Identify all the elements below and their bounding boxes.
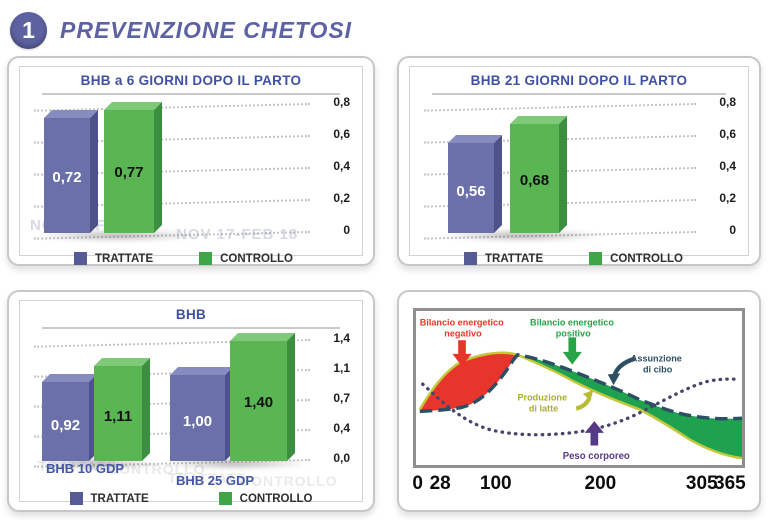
diagram-x-axis: 0 28 100 200 305 365: [412, 473, 745, 499]
feed-intake-label: Assunzione di cibo: [631, 354, 685, 375]
bar-value-label: 0,92: [50, 416, 81, 434]
panel-bhb-6-days: BHB a 6 GIORNI DOPO IL PARTO 0,8 0,6 0,4 0,…: [7, 56, 375, 266]
feed-intake-arrowhead-icon: [607, 373, 621, 386]
x-axis-tick-label: 200: [584, 473, 617, 494]
bar-value-label: 0,68: [519, 171, 550, 189]
bar-controllo: 1,40: [230, 341, 287, 461]
legend-bhb-gdp: TRATTATE CONTROLLO: [28, 492, 354, 505]
bar-chart-bhb-gdp: 1,4 1,1 0,7 0,4 0,0 TRATTATE CONTROLLO TRATTATE…: [28, 331, 354, 489]
category-label: BHB 25 GDP: [176, 473, 255, 488]
legend-label-controllo: CONTROLLO: [220, 252, 293, 265]
lactation-curves-svg: Bilancio energetico negativo Bilancio en…: [418, 318, 742, 462]
control-swatch-icon: [218, 492, 232, 505]
milk-production-label: Produzione di latte: [517, 393, 569, 414]
legend-bhb6: TRATTATE CONTROLLO: [28, 252, 354, 265]
feed-intake-arrow-icon: [612, 356, 636, 377]
lactation-diagram: Bilancio energetico negativo Bilancio en…: [413, 308, 745, 468]
legend-label-trattate: TRATTATE: [90, 492, 149, 505]
y-axis-tick-label: 0,6: [333, 127, 350, 141]
bar-value-label: 1,40: [243, 393, 274, 411]
y-axis-tick-label: 0,2: [333, 191, 350, 205]
page-header: 1 PREVENZIONE CHETOSI: [0, 0, 768, 56]
milk-production-arrow-icon: [575, 396, 592, 411]
panel-bhb-21-days: BHB 21 GIORNI DOPO IL PARTO 0,8 0,6 0,4 0,2…: [397, 56, 761, 266]
y-axis-tick-label: 0,4: [719, 159, 736, 173]
x-axis-tick-label: 365: [714, 473, 746, 494]
watermark-series-label: CONTROLLO: [240, 473, 338, 489]
positive-balance-arrow-icon: [562, 337, 582, 365]
legend-label-controllo: CONTROLLO: [610, 252, 683, 265]
x-axis-tick-label: 28: [429, 473, 451, 494]
feed-intake-curve: [419, 352, 742, 421]
negative-balance-arrow-icon: [452, 340, 472, 367]
x-axis-tick-label: 0: [412, 473, 423, 494]
y-axis-tick-label: 0,8: [719, 95, 736, 109]
bar-value-label: 0,56: [456, 182, 486, 200]
gridline: [424, 103, 697, 112]
bar-value-label: 0,72: [52, 168, 82, 186]
watermark-series-label: TRATTATE: [168, 470, 247, 486]
page-title: PREVENZIONE CHETOSI: [60, 16, 353, 43]
treated-swatch-icon: [464, 252, 477, 265]
bar-trattate: 0,92: [42, 382, 89, 461]
y-axis-tick-label: 1,1: [333, 361, 350, 375]
legend-label-controllo: CONTROLLO: [239, 492, 313, 505]
y-axis-tick-label: 0,4: [333, 159, 350, 173]
bar-controllo: 0,68: [510, 124, 559, 233]
y-axis-tick-label: 0,0: [333, 451, 350, 465]
y-axis-tick-label: 0,4: [333, 421, 350, 435]
legend-label-trattate: TRATTATE: [485, 252, 544, 265]
bar-value-label: 0,77: [114, 164, 144, 182]
watermark-series-label: TRATTATE: [38, 458, 117, 474]
legend-label-trattate: TRATTATE: [95, 252, 154, 265]
bar-controllo: 0,77: [104, 110, 154, 233]
bar-value-label: 1,11: [103, 407, 133, 425]
body-weight-label: Peso corporeo: [563, 451, 630, 462]
bar-trattate: 0,72: [44, 118, 90, 233]
y-axis-tick-label: 0,8: [333, 95, 350, 109]
category-label: BHB 10 GDP: [46, 461, 125, 476]
milk-production-arrowhead-icon: [582, 389, 594, 401]
treated-swatch-icon: [74, 252, 87, 265]
y-axis-tick-label: 1,4: [333, 331, 350, 345]
chart-title-bhb-gdp: BHB: [42, 307, 340, 329]
treated-swatch-icon: [69, 492, 83, 505]
panel-bhb-gdp: BHB 1,4 1,1 0,7 0,4 0,0 TRATTATE CONTROLLO TRAT…: [7, 290, 375, 512]
bar-trattate: 0,56: [448, 143, 494, 233]
control-swatch-icon: [589, 252, 603, 265]
bar-chart-bhb21: 0,8 0,6 0,4 0,2 0 0,56 0,68: [418, 95, 740, 245]
positive-balance-label: Bilancio energetico positivo: [530, 318, 616, 339]
legend-bhb21: TRATTATE CONTROLLO: [418, 252, 740, 265]
negative-balance-area: [419, 352, 518, 412]
chart-title-bhb21: BHB 21 GIORNI DOPO IL PARTO: [432, 73, 726, 95]
panels-grid: BHB a 6 GIORNI DOPO IL PARTO 0,8 0,6 0,4 0,…: [0, 56, 768, 512]
body-weight-arrow-icon: [584, 421, 604, 446]
y-axis-tick-label: 0,6: [719, 127, 736, 141]
x-axis-tick-label: 305: [685, 473, 718, 494]
y-axis-tick-label: 0: [343, 223, 350, 237]
panel-lactation-diagram: Bilancio energetico negativo Bilancio en…: [397, 290, 761, 512]
control-swatch-icon: [199, 252, 213, 265]
bar-trattate: 1,00: [170, 375, 225, 461]
section-number-badge: 1: [10, 11, 47, 49]
y-axis-tick-label: 0,2: [719, 191, 736, 205]
y-axis-tick-label: 0: [729, 223, 736, 237]
bar-controllo: 1,11: [94, 366, 142, 461]
chart-title-bhb6: BHB a 6 GIORNI DOPO IL PARTO: [42, 73, 340, 95]
ghost-category-label: NOV 17-FEB 18: [176, 226, 299, 243]
bar-chart-bhb6: 0,80,60,40,20NOV16- FEB 17NOV 17-FEB 180…: [28, 95, 354, 245]
bar-value-label: 1,00: [182, 412, 213, 430]
watermark-series-label: CONTROLLO: [108, 461, 206, 477]
negative-balance-label: Bilancio energetico negativo: [420, 318, 506, 339]
y-axis-tick-label: 0,7: [333, 391, 350, 405]
x-axis-tick-label: 100: [479, 473, 512, 494]
